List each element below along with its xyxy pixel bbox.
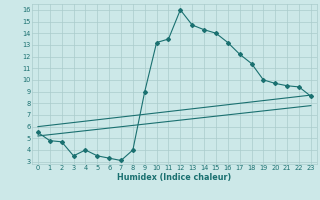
X-axis label: Humidex (Indice chaleur): Humidex (Indice chaleur) xyxy=(117,173,232,182)
